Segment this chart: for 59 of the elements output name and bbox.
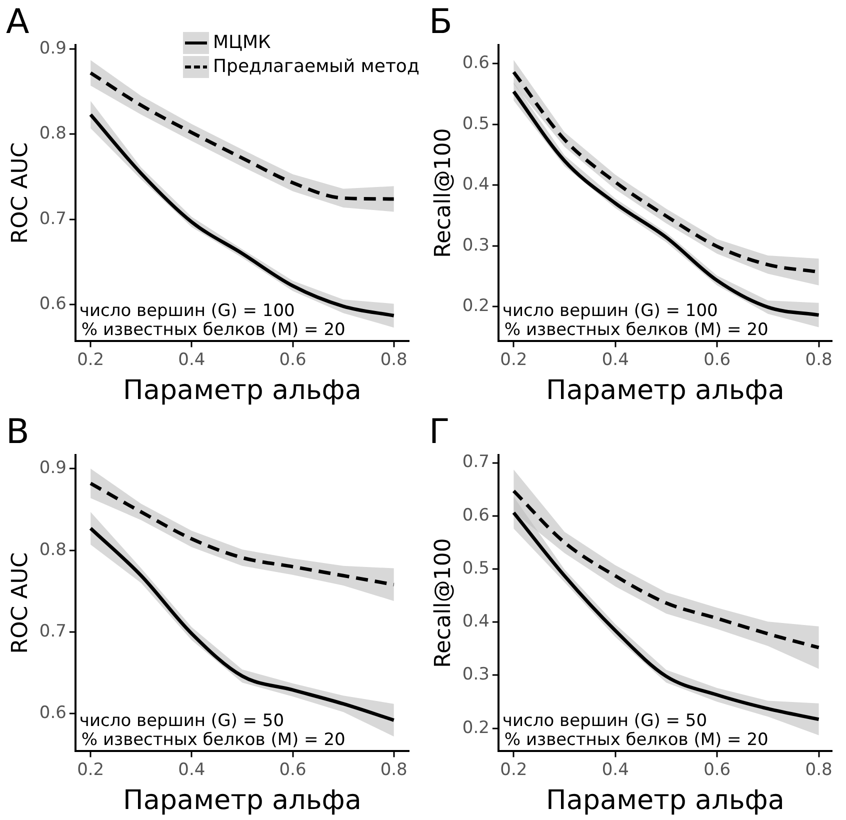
x-tick-label: 0.8: [805, 350, 832, 370]
y-tick-label: 0.7: [39, 621, 66, 642]
x-tick-label: 0.2: [77, 350, 104, 370]
legend-label: МЦМК: [213, 30, 271, 55]
y-tick-label: 0.7: [462, 452, 490, 472]
y-tick-label: 0.6: [39, 703, 66, 724]
y-tick-label: 0.3: [462, 664, 490, 685]
y-axis-title: ROC AUC: [8, 552, 33, 654]
y-tick-label: 0.9: [39, 38, 66, 58]
x-tick-label: 0.8: [805, 760, 832, 780]
y-tick-label: 0.7: [39, 208, 66, 229]
x-tick-label: 0.4: [602, 760, 629, 780]
x-axis-title: Параметр альфа: [123, 374, 362, 406]
x-tick-label: 0.2: [500, 350, 528, 370]
x-tick-label: 0.6: [279, 760, 306, 780]
line-series: [88, 482, 396, 586]
y-tick-label: 0.2: [462, 718, 490, 738]
y-axis-title: Recall@100: [430, 128, 456, 258]
annotation: % известных белков (M) = 20: [81, 730, 346, 750]
y-tick-label: 0.2: [462, 296, 490, 316]
chart-title: Г: [429, 412, 450, 452]
y-tick-label: 0.8: [39, 124, 66, 144]
y-tick-label: 0.4: [462, 174, 490, 195]
annotation: число вершин (G) = 100: [79, 301, 295, 322]
x-tick-label: 0.2: [500, 760, 528, 780]
chart-title: А: [6, 2, 30, 42]
line-series: [512, 489, 821, 650]
y-axis-title: ROC AUC: [8, 142, 33, 244]
chart-title: Б: [429, 2, 452, 42]
y-tick-label: 0.6: [462, 53, 490, 74]
y-tick-label: 0.8: [39, 540, 66, 560]
x-tick-label: 0.4: [178, 760, 206, 780]
annotation: % известных белков (M) = 20: [504, 730, 768, 750]
annotation: число вершин (G) = 50: [79, 711, 284, 732]
chart-title: В: [6, 412, 30, 452]
x-tick-label: 0.8: [380, 760, 408, 780]
annotation: % известных белков (M) = 20: [504, 320, 768, 340]
y-tick-label: 0.5: [462, 114, 490, 134]
x-tick-label: 0.4: [178, 350, 206, 370]
annotation: % известных белков (M) = 20: [81, 320, 346, 340]
annotation: число вершин (G) = 100: [502, 301, 718, 322]
y-tick-label: 0.9: [39, 458, 66, 478]
y-tick-label: 0.6: [462, 505, 490, 526]
y-tick-label: 0.5: [462, 558, 490, 578]
x-tick-label: 0.8: [380, 350, 408, 370]
x-tick-label: 0.6: [704, 350, 731, 370]
y-tick-label: 0.3: [462, 235, 490, 256]
x-tick-label: 0.6: [279, 350, 306, 370]
x-tick-label: 0.2: [77, 760, 104, 780]
x-axis-title: Параметр альфа: [546, 784, 784, 816]
x-axis-title: Параметр альфа: [546, 374, 784, 406]
y-tick-label: 0.4: [462, 612, 490, 632]
legend-label: Предлагаемый метод: [213, 54, 420, 79]
y-axis-title: Recall@100: [430, 538, 456, 668]
x-tick-label: 0.6: [704, 760, 731, 780]
y-tick-label: 0.6: [39, 294, 66, 314]
x-tick-label: 0.4: [602, 350, 629, 370]
x-axis-title: Параметр альфа: [123, 784, 362, 816]
annotation: число вершин (G) = 50: [502, 711, 708, 732]
